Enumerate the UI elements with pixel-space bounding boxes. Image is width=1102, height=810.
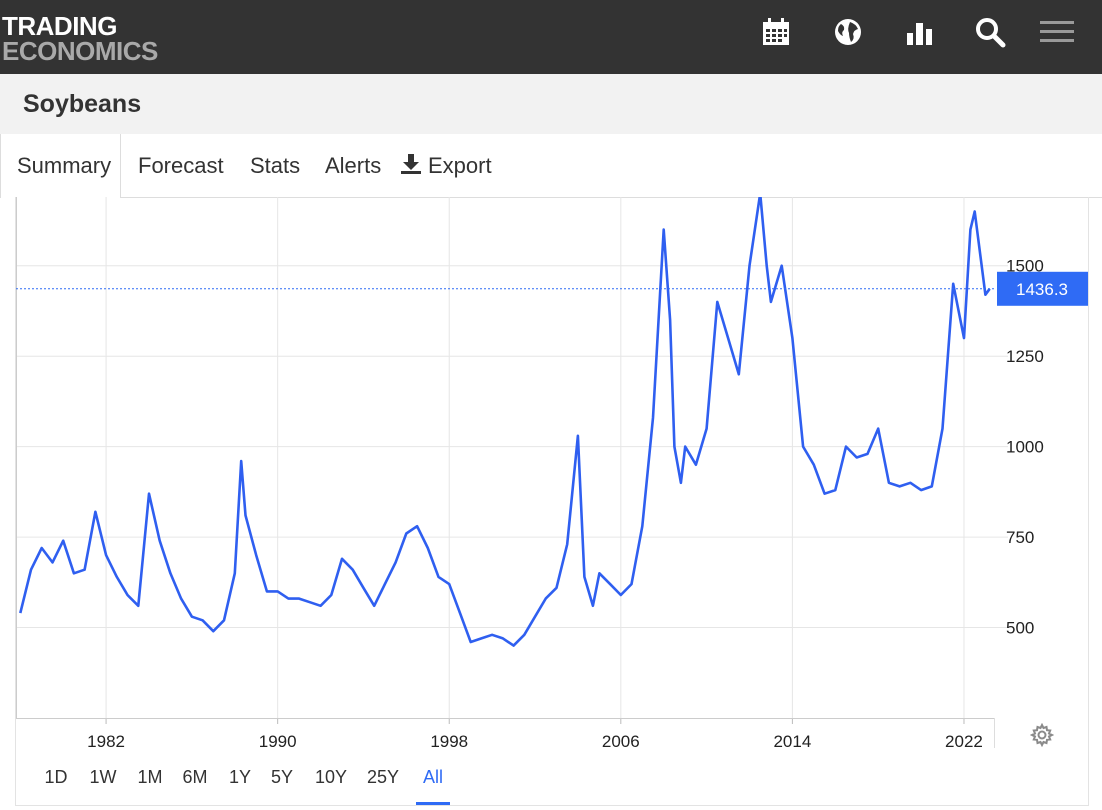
range-10y[interactable]: 10Y	[314, 767, 348, 787]
download-icon	[401, 154, 421, 174]
menu-icon[interactable]	[1040, 16, 1074, 48]
range-1d[interactable]: 1D	[44, 767, 68, 787]
price-chart[interactable]: 500 750 1000 1250 1500 1982 1990 1998 2006 2014 20…	[16, 197, 1088, 805]
chart-line-layer	[16, 197, 996, 647]
tab-stats[interactable]: Stats	[250, 134, 300, 197]
bar-chart-icon[interactable]	[904, 16, 936, 48]
x-tick-label: 2014	[773, 732, 811, 751]
x-tick-label: 2006	[602, 732, 640, 751]
range-1w[interactable]: 1W	[89, 767, 117, 787]
tab-stats-label: Stats	[250, 153, 301, 178]
x-tick-label: 1998	[430, 732, 468, 751]
tab-alerts-label: Alerts	[325, 153, 382, 178]
tab-summary-label: Summary	[17, 153, 112, 178]
tab-export[interactable]: Export	[400, 134, 492, 197]
chart-labels: 500 750 1000 1250 1500 1982 1990 1998 2006 2014 20…	[87, 257, 1088, 751]
y-tick-label: 500	[1006, 619, 1034, 638]
tab-alerts[interactable]: Alerts	[325, 134, 381, 197]
x-tick-label: 1990	[259, 732, 297, 751]
y-tick-label: 1000	[1006, 438, 1044, 457]
y-tick-label: 1500	[1006, 257, 1044, 276]
range-1y[interactable]: 1Y	[228, 767, 252, 787]
range-1m[interactable]: 1M	[137, 767, 163, 787]
page-title: Soybeans	[23, 90, 142, 118]
search-icon[interactable]	[974, 16, 1006, 48]
last-value-label: 1436.3	[1016, 280, 1068, 299]
x-tick-label: 2022	[945, 732, 983, 751]
y-tick-label: 1250	[1006, 347, 1044, 366]
tab-forecast-label: Forecast	[138, 153, 224, 178]
tab-summary[interactable]: Summary	[0, 134, 121, 198]
title-bar: Soybeans	[0, 74, 1102, 135]
globe-icon[interactable]	[832, 16, 864, 48]
tab-bar: Summary Forecast Stats Alerts Export	[0, 134, 1102, 198]
last-value-badge	[997, 271, 1088, 306]
chart-area: 500 750 1000 1250 1500 1982 1990 1998 2006 2014 20…	[15, 197, 1089, 806]
settings-gear-icon[interactable]	[1030, 723, 1054, 747]
logo[interactable]: TRADING ECONOMICS	[2, 11, 158, 66]
range-5y[interactable]: 5Y	[270, 767, 294, 787]
x-tick-label: 1982	[87, 732, 125, 751]
tab-forecast[interactable]: Forecast	[138, 134, 224, 197]
range-all[interactable]: All	[416, 758, 450, 805]
tab-export-label: Export	[428, 153, 492, 178]
chart-grid	[16, 197, 1008, 748]
logo-line2: ECONOMICS	[2, 36, 158, 66]
y-tick-label: 750	[1006, 528, 1034, 547]
logo-line1: TRADING	[2, 11, 117, 41]
range-6m[interactable]: 6M	[182, 767, 208, 787]
top-header: TRADING ECONOMICS	[0, 0, 1102, 74]
range-25y[interactable]: 25Y	[366, 767, 400, 787]
calendar-icon[interactable]	[760, 16, 792, 48]
price-series-line	[19, 197, 991, 647]
